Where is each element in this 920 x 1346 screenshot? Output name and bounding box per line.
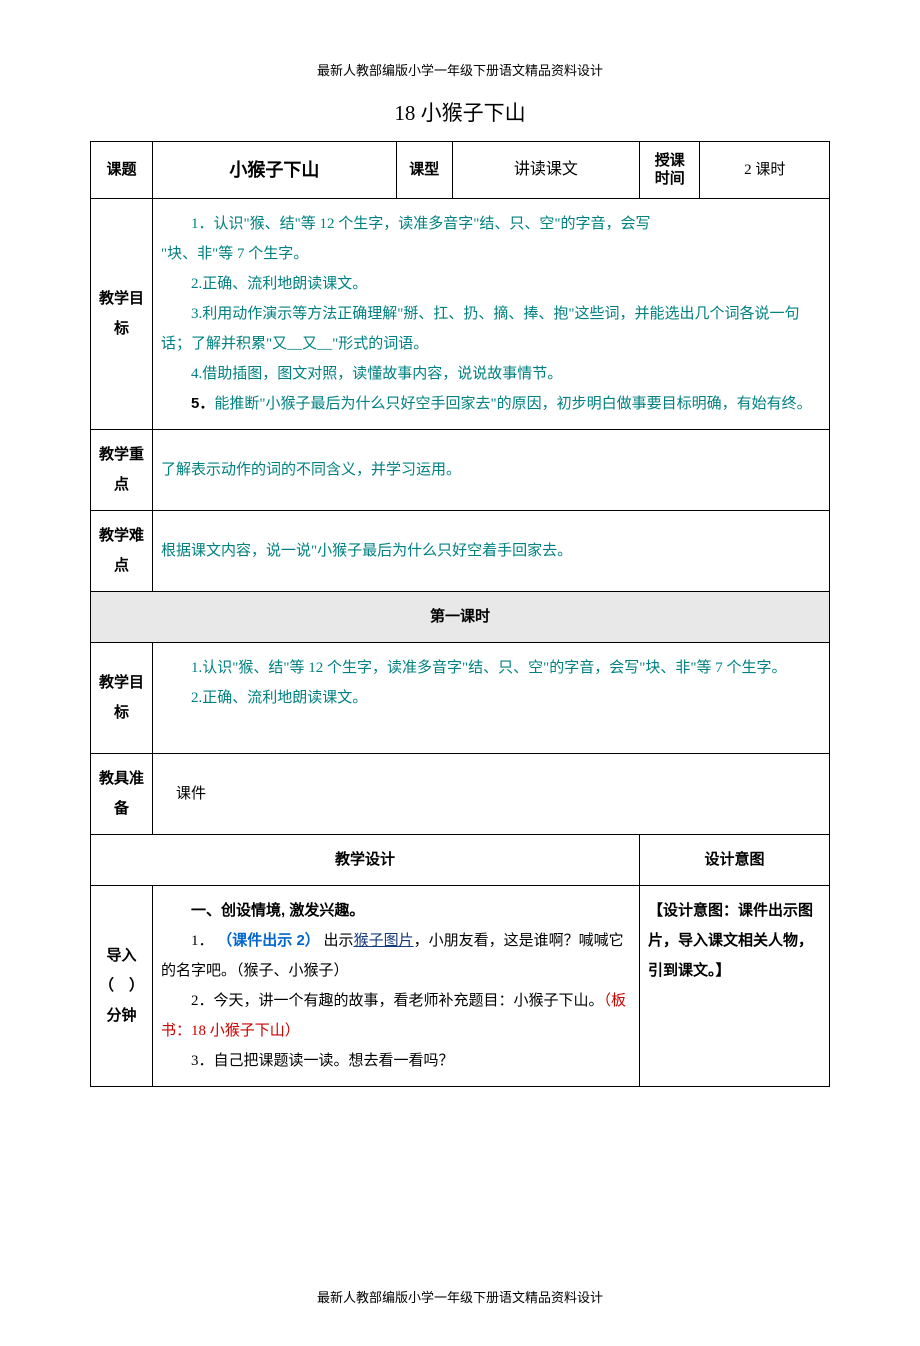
goal-text: 5． xyxy=(191,395,214,412)
intro-link-text: 猴子图片 xyxy=(354,933,414,949)
table-row-goals: 教学目标 1．认识"猴、结"等 12 个生字，读准多音字"结、只、空"的字音，会… xyxy=(91,199,830,430)
intro-text: 3．自己把课题读一读。想去看一看吗？ xyxy=(161,1046,631,1076)
value-topic: 小猴子下山 xyxy=(153,142,397,199)
value-type: 讲读课文 xyxy=(452,142,639,199)
goals-content: 1．认识"猴、结"等 12 个生字，读准多音字"结、只、空"的字音，会写 "块、… xyxy=(153,199,830,430)
table-row-focus: 教学重点 了解表示动作的词的不同含义，并学习运用。 xyxy=(91,430,830,511)
table-row-difficulty: 教学难点 根据课文内容，说一说"小猴子最后为什么只好空着手回家去。 xyxy=(91,511,830,592)
intro-section-title: 一、创设情境, 激发兴趣。 xyxy=(161,896,631,926)
intro-label-line: 分钟 xyxy=(99,1001,144,1031)
lesson1-goals-content: 1.认识"猴、结"等 12 个生字，读准多音字"结、只、空"的字音，会写"块、非… xyxy=(153,643,830,754)
goal-text: 能推断"小猴子最后为什么只好空手回家去"的原因，初步明白做事要目标明确，有始有终… xyxy=(214,396,811,412)
lesson1-goal-text: 1.认识"猴、结"等 12 个生字，读准多音字"结、只、空"的字音，会写"块、非… xyxy=(161,653,821,683)
label-focus: 教学重点 xyxy=(91,430,153,511)
label-goals: 教学目标 xyxy=(91,199,153,430)
design-note: 【设计意图：课件出示图片，导入课文相关人物，引到课文。】 xyxy=(648,902,813,979)
lesson1-goal-text: 2.正确、流利地朗读课文。 xyxy=(161,683,821,713)
prep-text: 课件 xyxy=(161,786,206,802)
page-header: 最新人教部编版小学一年级下册语文精品资料设计 xyxy=(90,60,830,79)
intro-label-line: （ ） xyxy=(99,971,144,1001)
intro-text: 出示 xyxy=(324,933,354,949)
label-type: 课型 xyxy=(396,142,452,199)
focus-content: 了解表示动作的词的不同含义，并学习运用。 xyxy=(153,430,830,511)
label-topic: 课题 xyxy=(91,142,153,199)
intro-text: 2．今天，讲一个有趣的故事，看老师补充题目：小猴子下山。 xyxy=(191,993,604,1009)
intro-label-line: 导入 xyxy=(99,941,144,971)
label-time: 授课时间 xyxy=(640,142,700,199)
prep-content: 课件 xyxy=(153,754,830,835)
lesson1-head: 第一课时 xyxy=(91,592,830,643)
design-head-left: 教学设计 xyxy=(91,835,640,886)
table-row-lesson1-goals: 教学目标 1.认识"猴、结"等 12 个生字，读准多音字"结、只、空"的字音，会… xyxy=(91,643,830,754)
footer-text: 最新人教部编版小学一年级下册语文精品资料设计 xyxy=(317,1290,603,1305)
difficulty-content: 根据课文内容，说一说"小猴子最后为什么只好空着手回家去。 xyxy=(153,511,830,592)
difficulty-text: 根据课文内容，说一说"小猴子最后为什么只好空着手回家去。 xyxy=(161,543,572,559)
goal-text: "块、非"等 7 个生字。 xyxy=(161,246,308,262)
design-head-right: 设计意图 xyxy=(640,835,830,886)
label-lesson1-goals: 教学目标 xyxy=(91,643,153,754)
intro-text: 1． xyxy=(191,933,214,949)
table-row-header: 课题 小猴子下山 课型 讲读课文 授课时间 2 课时 xyxy=(91,142,830,199)
goal-text: 4.借助插图，图文对照，读懂故事内容，说说故事情节。 xyxy=(161,359,821,389)
table-row-design-head: 教学设计 设计意图 xyxy=(91,835,830,886)
label-intro: 导入 （ ） 分钟 xyxy=(91,886,153,1087)
goal-text: 3.利用动作演示等方法正确理解"掰、扛、扔、摘、捧、抱"这些词，并能选出几个词各… xyxy=(161,299,821,359)
label-difficulty: 教学难点 xyxy=(91,511,153,592)
goal-text: "猴、结"等 12 个生字，读准多音字"结、只、空"的字音，会写 xyxy=(244,216,651,232)
value-time: 2 课时 xyxy=(700,142,830,199)
page-footer: 最新人教部编版小学一年级下册语文精品资料设计 xyxy=(90,1287,830,1306)
lesson-plan-table: 课题 小猴子下山 课型 讲读课文 授课时间 2 课时 教学目标 1．认识"猴、结… xyxy=(90,141,830,1087)
focus-text: 了解表示动作的词的不同含义，并学习运用。 xyxy=(161,462,461,478)
intro-blue-text: （课件出示 2） xyxy=(217,932,320,949)
document-title: 18 小猴子下山 xyxy=(90,97,830,127)
goal-text: 1．认识 xyxy=(191,216,244,232)
table-row-lesson1-head: 第一课时 xyxy=(91,592,830,643)
label-prep: 教具准备 xyxy=(91,754,153,835)
intro-content: 一、创设情境, 激发兴趣。 1． （课件出示 2） 出示猴子图片，小朋友看，这是… xyxy=(153,886,640,1087)
intro-right-note: 【设计意图：课件出示图片，导入课文相关人物，引到课文。】 xyxy=(640,886,830,1087)
table-row-prep: 教具准备 课件 xyxy=(91,754,830,835)
table-row-intro: 导入 （ ） 分钟 一、创设情境, 激发兴趣。 1． （课件出示 2） 出示猴子… xyxy=(91,886,830,1087)
goal-text: 2.正确、流利地朗读课文。 xyxy=(161,269,821,299)
